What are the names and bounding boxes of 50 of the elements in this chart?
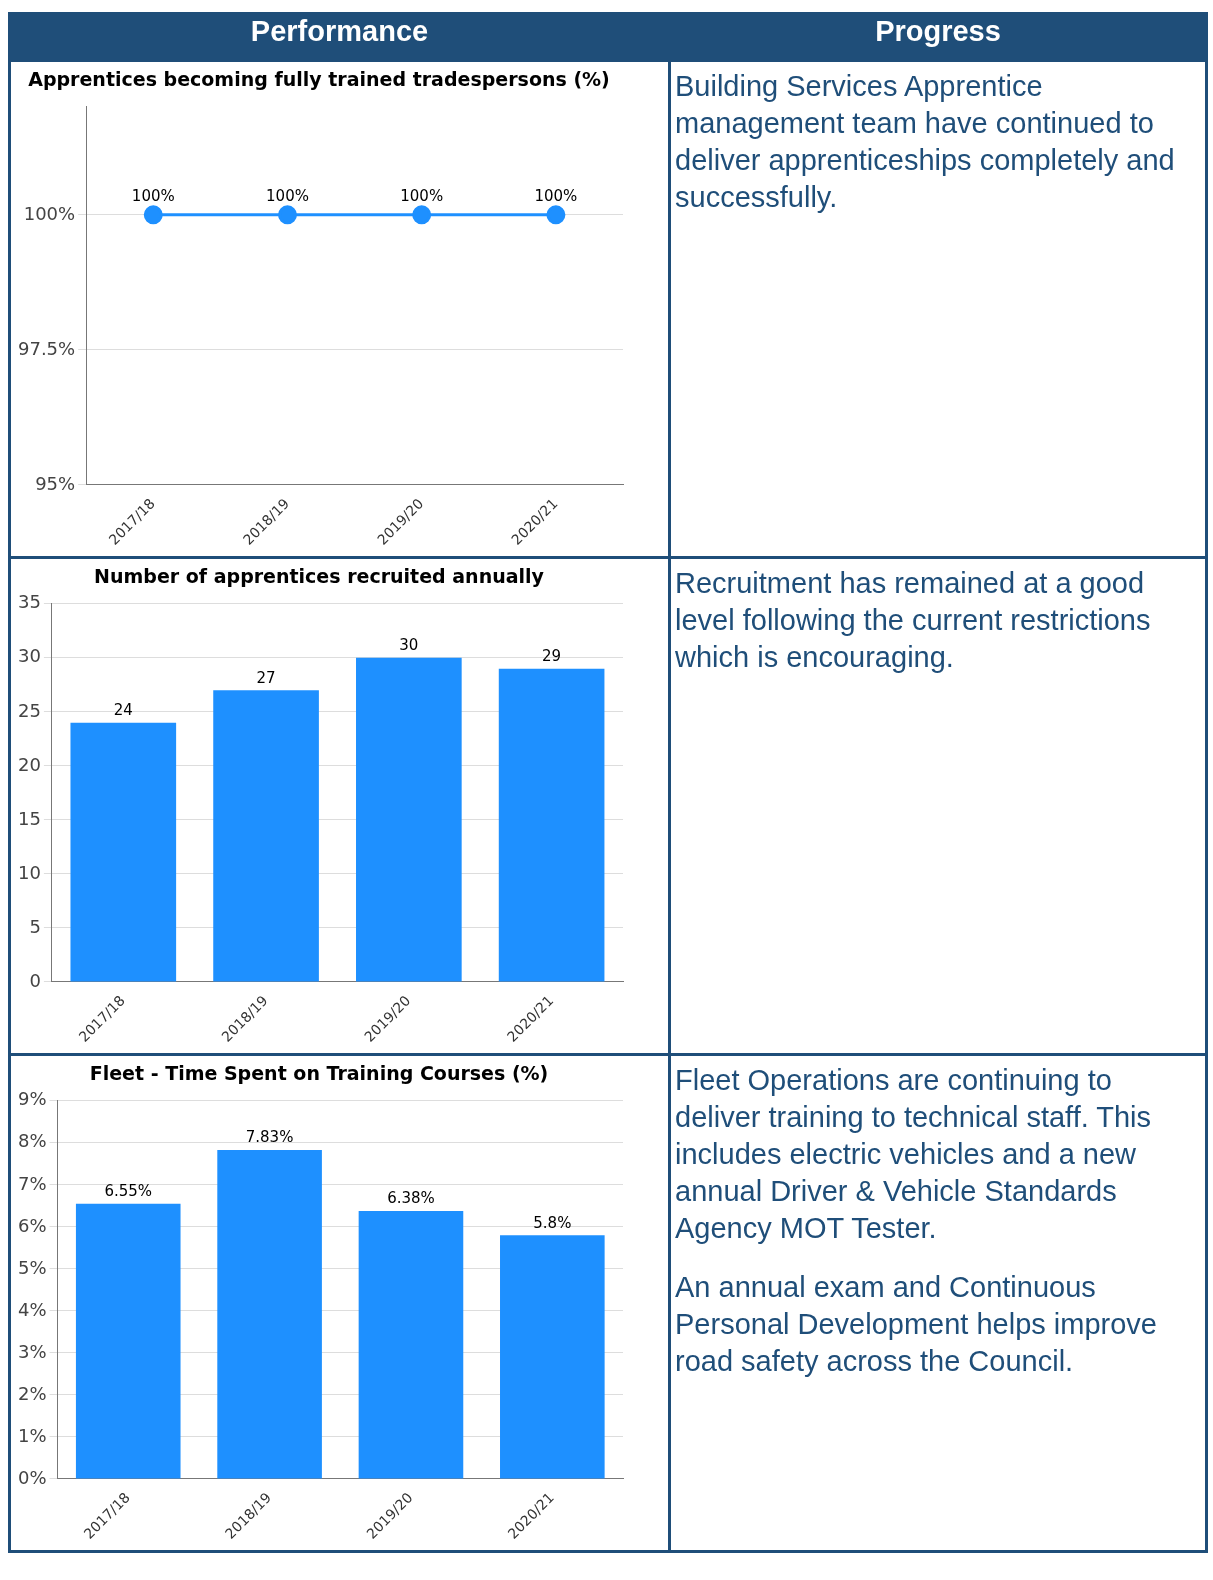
bar bbox=[498, 668, 605, 982]
text: Performance bbox=[9, 13, 670, 61]
y-tick-label: 4% bbox=[17, 1298, 47, 1320]
y-tick-label: 9% bbox=[17, 1088, 47, 1110]
data-label: 100% bbox=[266, 187, 309, 206]
y-tick-label: 20 bbox=[18, 753, 41, 775]
bar bbox=[70, 722, 177, 982]
chart-title: Fleet - Time Spent on Training Courses (%) bbox=[89, 1062, 549, 1085]
y-tick-label: 2% bbox=[17, 1382, 47, 1404]
bar bbox=[356, 657, 462, 982]
data-label: 24 bbox=[113, 701, 133, 720]
y-tick-label: 3% bbox=[17, 1340, 47, 1362]
data-label: 7.83% bbox=[245, 1128, 294, 1147]
chart-title: Apprentices becoming fully trained tradespersons (%) bbox=[28, 68, 610, 91]
y-tick-label: 15 bbox=[18, 807, 41, 829]
y-tick-label: 7% bbox=[17, 1172, 47, 1194]
y-tick-label: 8% bbox=[17, 1130, 47, 1152]
data-label: 100% bbox=[400, 187, 444, 206]
chart-title: Number of apprentices recruited annually bbox=[94, 565, 545, 588]
y-tick-label: 5% bbox=[17, 1256, 47, 1278]
y-tick-label: 30 bbox=[18, 645, 41, 667]
data-label: 29 bbox=[542, 647, 562, 666]
y-tick-label: 5 bbox=[29, 915, 41, 937]
data-label: 5.8% bbox=[533, 1213, 572, 1232]
text: Recruitment has remained at a good level following the current restrictions which is encouraging. bbox=[675, 566, 1152, 675]
y-tick-label: 0% bbox=[17, 1466, 47, 1488]
y-tick-label: 25 bbox=[18, 699, 41, 721]
data-label: 6.38% bbox=[387, 1189, 435, 1208]
text: Progress bbox=[669, 13, 1207, 61]
bar bbox=[217, 1149, 322, 1479]
data-label: 100% bbox=[534, 187, 578, 206]
data-label: 100% bbox=[131, 187, 175, 206]
y-tick-label: 6% bbox=[17, 1214, 47, 1236]
text: An annual exam and Continuous Personal Development helps improve road safety across the Council. bbox=[675, 1270, 1158, 1379]
y-tick-label: 100% bbox=[23, 202, 76, 224]
y-tick-label: 95% bbox=[35, 472, 76, 494]
text: Fleet Operations are continuing to deliver training to technical staff. This includes electric vehicles and a new annual Driver & Vehicle Standards Agency MOT Tester. bbox=[675, 1063, 1153, 1246]
bar bbox=[358, 1210, 464, 1479]
y-tick-label: 10 bbox=[18, 861, 41, 883]
bar bbox=[213, 690, 319, 982]
text: Building Services Apprentice management team have continued to deliver apprenticeships completely and successfully. bbox=[675, 69, 1176, 215]
y-tick-label: 35 bbox=[18, 591, 41, 613]
bar bbox=[75, 1203, 181, 1479]
y-tick-label: 0 bbox=[29, 969, 41, 991]
bar bbox=[500, 1235, 605, 1479]
y-tick-label: 1% bbox=[17, 1424, 47, 1446]
data-label: 6.55% bbox=[104, 1182, 153, 1201]
data-label: 27 bbox=[256, 668, 276, 687]
data-label: 30 bbox=[399, 636, 419, 655]
y-tick-label: 97.5% bbox=[17, 337, 76, 359]
